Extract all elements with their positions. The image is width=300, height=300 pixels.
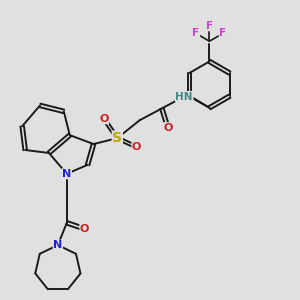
Text: N: N (53, 240, 62, 250)
Text: F: F (193, 28, 200, 38)
Text: F: F (206, 21, 213, 31)
Text: O: O (99, 114, 109, 124)
Text: HN: HN (176, 92, 193, 101)
Text: F: F (219, 28, 226, 38)
Text: S: S (112, 131, 122, 145)
Text: O: O (132, 142, 141, 152)
Text: N: N (62, 169, 71, 179)
Text: O: O (163, 123, 172, 133)
Text: O: O (80, 224, 89, 234)
